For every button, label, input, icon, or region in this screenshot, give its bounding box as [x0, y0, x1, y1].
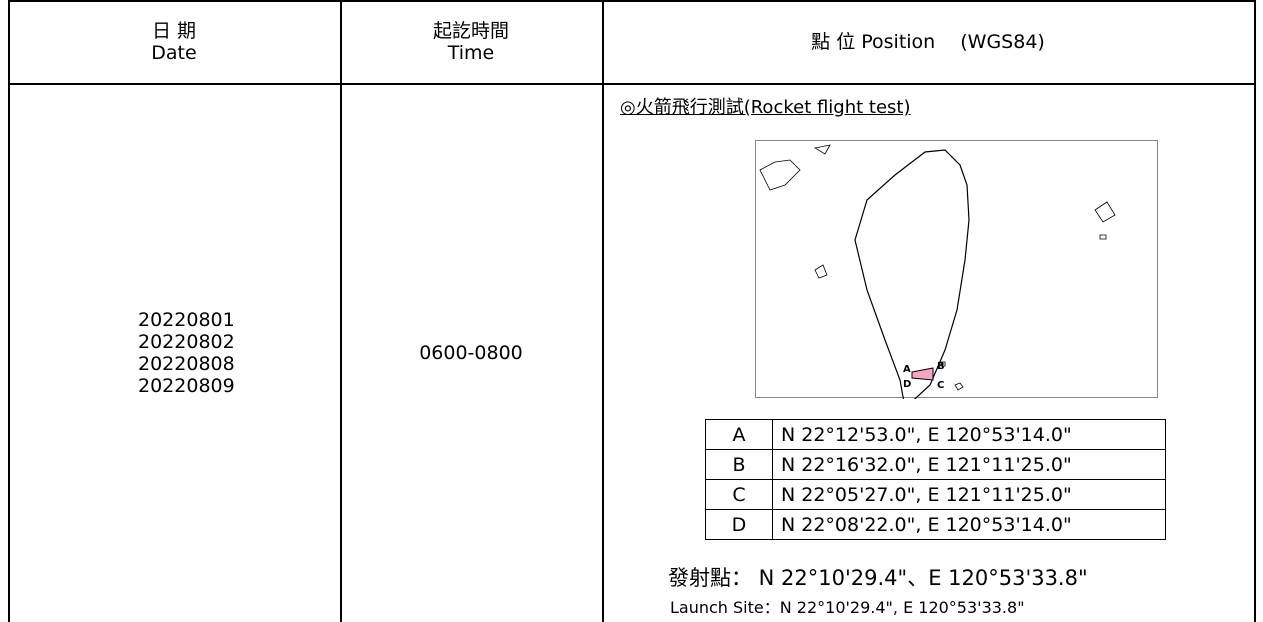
- date-text: 20220801: [138, 309, 235, 331]
- point-label: A: [705, 419, 773, 450]
- point-label: B: [705, 449, 773, 480]
- header-text: 日 期: [151, 19, 197, 42]
- point-coordinate: N 22°16'32.0", E 121°11'25.0": [772, 449, 1166, 480]
- coast-outline: [759, 144, 831, 191]
- border: [8, 83, 1255, 85]
- launch-site-zh: 發射點： N 22°10'29.4"、E 120°53'33.8": [668, 566, 1088, 590]
- time-text: 0600-0800: [419, 342, 523, 364]
- island-outline: [854, 149, 970, 399]
- date-text: 20220808: [138, 353, 235, 375]
- header-text: 起訖時間: [432, 19, 509, 42]
- border: [8, 0, 10, 622]
- header-cell: 起訖時間 Time: [340, 0, 602, 83]
- border: [8, 0, 1255, 2]
- zone: [911, 367, 934, 381]
- launch-site-en: Launch Site：N 22°10'29.4", E 120°53'33.8…: [670, 598, 1025, 617]
- header-text: Date: [151, 41, 197, 64]
- map-label: A: [903, 364, 911, 375]
- date-cell: 20220801 20220802 20220808 20220809: [8, 84, 340, 622]
- point-coordinate: N 22°12'53.0", E 120°53'14.0": [772, 419, 1166, 450]
- point-label: C: [705, 479, 773, 510]
- map: A B C D: [755, 140, 1158, 399]
- point-coordinate: N 22°08'22.0", E 120°53'14.0": [772, 509, 1166, 540]
- header-text: Time: [447, 41, 495, 64]
- date-text: 20220802: [138, 331, 235, 353]
- islet-outline: [814, 201, 1116, 391]
- point-label: D: [705, 509, 773, 540]
- time-cell: 0600-0800: [340, 84, 602, 622]
- border: [1254, 0, 1256, 622]
- map-label: C: [937, 380, 944, 391]
- header-text: 點 位 Position (WGS84): [811, 30, 1045, 53]
- border: [602, 0, 604, 622]
- date-text: 20220809: [138, 375, 235, 397]
- header-cell: 日 期 Date: [8, 0, 340, 83]
- header-cell: 點 位 Position (WGS84): [602, 0, 1254, 83]
- point-coordinate: N 22°05'27.0", E 121°11'25.0": [772, 479, 1166, 510]
- section-title: ◎火箭飛行測試(Rocket flight test): [620, 97, 911, 118]
- map-label: D: [903, 379, 911, 390]
- border: [340, 0, 342, 622]
- map-frame: [755, 140, 1158, 398]
- map-label: B: [937, 361, 945, 372]
